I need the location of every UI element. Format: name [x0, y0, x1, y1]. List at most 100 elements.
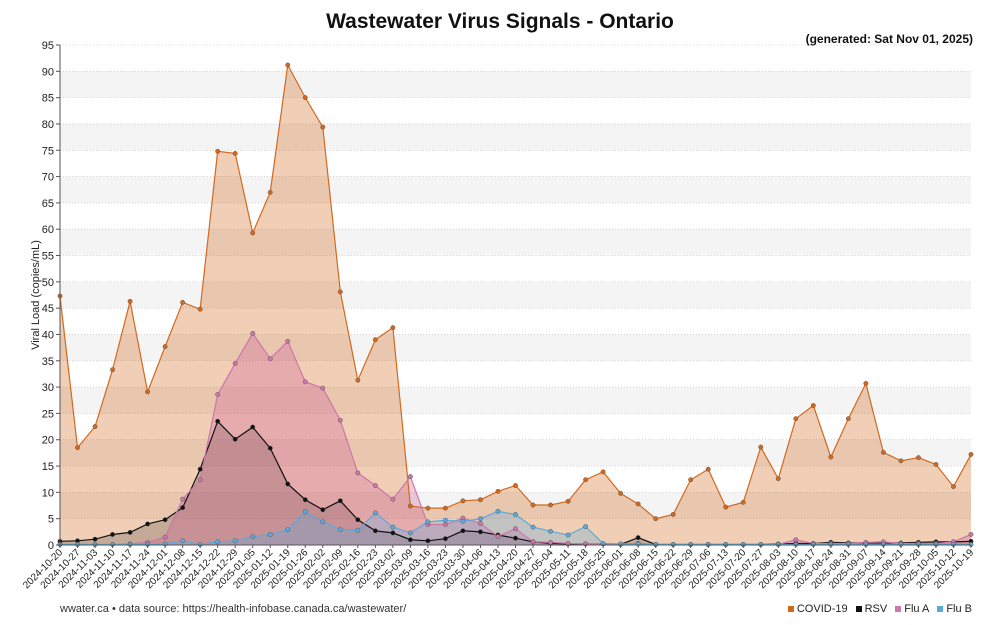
- point-covid-19: [758, 444, 764, 450]
- point-flu-a: [267, 356, 273, 362]
- point-covid-19: [390, 325, 396, 331]
- point-flu-a: [548, 539, 553, 545]
- y-tick-label: 0: [48, 540, 54, 552]
- y-tick-label: 75: [42, 145, 54, 157]
- point-covid-19: [232, 151, 238, 156]
- grid-band: [60, 439, 971, 467]
- point-rsv: [635, 535, 641, 541]
- legend-label: Flu B: [946, 603, 972, 615]
- point-rsv: [110, 532, 115, 537]
- y-tick-label: 15: [42, 461, 54, 473]
- point-covid-19: [635, 501, 641, 507]
- point-rsv: [197, 466, 203, 472]
- plot-background-bands: [60, 44, 971, 546]
- point-flu-a: [197, 477, 203, 483]
- point-rsv: [127, 529, 133, 535]
- point-covid-19: [828, 454, 834, 460]
- point-flu-a: [495, 534, 501, 539]
- x-tick-labels: 2024-10-202024-10-272024-11-032024-11-10…: [21, 545, 976, 591]
- y-tick-label: 95: [42, 40, 54, 52]
- point-covid-19: [355, 377, 361, 383]
- point-flu-a: [390, 496, 396, 502]
- point-covid-19: [951, 484, 956, 489]
- point-rsv: [355, 517, 361, 523]
- point-rsv: [407, 537, 413, 543]
- point-covid-19: [285, 62, 291, 68]
- legend: COVID-19 RSV Flu A Flu B: [787, 603, 972, 615]
- point-flu-b: [180, 538, 186, 544]
- point-flu-b: [250, 534, 256, 539]
- point-rsv: [337, 498, 343, 504]
- point-covid-19: [775, 476, 781, 482]
- point-rsv: [372, 528, 378, 534]
- point-flu-b: [513, 512, 518, 517]
- point-covid-19: [565, 498, 571, 504]
- point-covid-19: [600, 469, 606, 475]
- point-flu-b: [355, 527, 361, 533]
- point-covid-19: [863, 381, 869, 386]
- y-tick-label: 50: [42, 277, 54, 289]
- point-covid-19: [916, 455, 921, 461]
- point-covid-19: [705, 466, 711, 472]
- grid-band: [60, 71, 971, 98]
- point-covid-19: [670, 512, 676, 517]
- y-tick-label: 30: [42, 382, 54, 394]
- point-covid-19: [75, 445, 80, 451]
- point-covid-19: [425, 505, 431, 511]
- point-covid-19: [478, 497, 483, 503]
- point-rsv: [232, 436, 238, 442]
- y-tick-label: 25: [42, 408, 54, 420]
- point-covid-19: [372, 337, 378, 343]
- point-covid-19: [320, 124, 326, 130]
- point-covid-19: [162, 344, 168, 349]
- point-flu-b: [285, 527, 291, 533]
- point-rsv: [478, 529, 483, 535]
- legend-swatch: [937, 606, 944, 612]
- point-covid-19: [688, 477, 694, 483]
- legend-item: RSV: [855, 603, 887, 615]
- point-flu-b: [390, 524, 396, 530]
- point-covid-19: [530, 502, 536, 508]
- y-axis-label: Viral Load (copies/mL): [30, 240, 42, 350]
- point-covid-19: [180, 299, 186, 305]
- point-flu-b: [495, 508, 501, 514]
- point-flu-b: [337, 527, 343, 533]
- y-tick-label: 85: [42, 93, 54, 105]
- point-flu-b: [460, 518, 466, 524]
- y-tick-label: 80: [42, 119, 54, 131]
- chart-title: Wastewater Virus Signals - Ontario: [326, 10, 674, 33]
- point-covid-19: [407, 503, 413, 509]
- point-flu-a: [215, 392, 221, 397]
- y-tick-label: 10: [42, 487, 54, 499]
- grid-band: [60, 387, 971, 414]
- y-tick-labels: 0 5 10 15 20 25 30 35 40 45 50 55 60 65 70 75 80 85 90 95: [42, 40, 60, 552]
- point-flu-b: [215, 539, 221, 545]
- point-flu-a: [232, 361, 238, 366]
- point-rsv: [285, 481, 291, 487]
- grid-band: [60, 229, 971, 256]
- point-flu-a: [530, 539, 536, 545]
- point-covid-19: [968, 452, 974, 457]
- point-rsv: [302, 497, 308, 503]
- point-flu-a: [478, 521, 483, 526]
- point-flu-b: [302, 509, 308, 515]
- y-tick-label: 45: [42, 303, 54, 315]
- point-flu-a: [968, 532, 974, 537]
- point-flu-b: [530, 524, 536, 530]
- legend-label: COVID-19: [796, 603, 848, 615]
- point-covid-19: [337, 289, 343, 295]
- legend-swatch: [787, 606, 794, 612]
- point-flu-a: [355, 470, 361, 476]
- point-flu-a: [372, 483, 378, 488]
- grid-band: [60, 281, 971, 309]
- point-flu-a: [443, 522, 448, 527]
- point-flu-b: [478, 516, 483, 522]
- point-covid-19: [881, 449, 886, 455]
- point-covid-19: [845, 416, 851, 422]
- point-rsv: [267, 445, 273, 451]
- point-rsv: [145, 521, 151, 527]
- point-covid-19: [723, 504, 729, 510]
- legend-item: Flu A: [895, 603, 929, 615]
- point-flu-a: [513, 526, 518, 532]
- series-points: [57, 62, 974, 547]
